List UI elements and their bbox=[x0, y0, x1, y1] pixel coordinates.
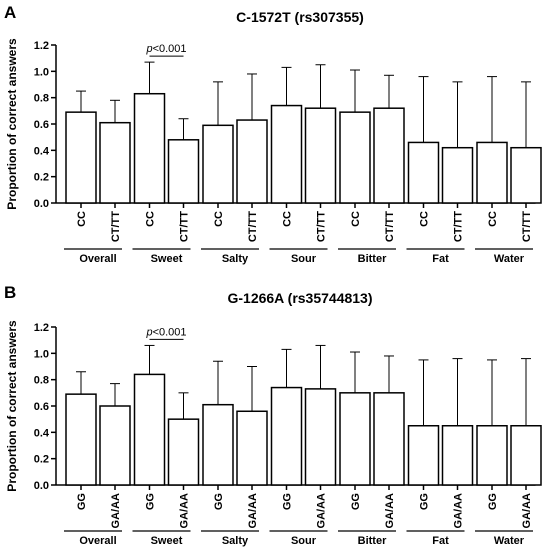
p-symbol: p bbox=[145, 326, 152, 338]
x-category-label: GA/AA bbox=[316, 493, 328, 529]
bar bbox=[99, 121, 131, 204]
y-tick-label: 0.8 bbox=[34, 375, 49, 387]
bar bbox=[167, 139, 200, 204]
bar bbox=[65, 111, 97, 204]
x-category-label: CT/TT bbox=[110, 211, 122, 242]
bar bbox=[373, 392, 405, 486]
bar bbox=[476, 425, 508, 486]
y-tick-label: 1.2 bbox=[34, 322, 49, 334]
group-label: Salty bbox=[222, 253, 249, 265]
bar bbox=[99, 405, 131, 486]
group-label: Overall bbox=[79, 253, 116, 265]
y-tick-label: 0.0 bbox=[34, 480, 49, 492]
x-category-label: CC bbox=[487, 211, 499, 227]
x-category-label: GA/AA bbox=[384, 493, 396, 529]
x-category-label: GG bbox=[487, 493, 499, 510]
x-category-label: CT/TT bbox=[316, 211, 328, 242]
bar bbox=[510, 425, 542, 486]
bar bbox=[441, 425, 474, 486]
group-label: Fat bbox=[432, 535, 449, 547]
y-tick-label: 1.2 bbox=[34, 40, 49, 52]
x-category-label: GG bbox=[213, 493, 225, 510]
x-category-label: GA/AA bbox=[521, 493, 533, 529]
group-label: Fat bbox=[432, 253, 449, 265]
bar bbox=[407, 141, 440, 204]
group-label: Sweet bbox=[151, 253, 183, 265]
bar bbox=[510, 146, 542, 204]
x-category-label: GA/AA bbox=[453, 493, 465, 529]
bar bbox=[373, 107, 405, 204]
y-tick-label: 0.4 bbox=[34, 145, 50, 157]
group-label: Bitter bbox=[358, 535, 387, 547]
bar bbox=[339, 111, 371, 204]
p-value: <0.001 bbox=[153, 326, 187, 338]
group-label: Sour bbox=[291, 253, 317, 265]
chart-panel-a: A C-1572T (rs307355) Proportion of correct… bbox=[4, 3, 542, 265]
y-tick-label: 0.2 bbox=[34, 454, 49, 466]
bar bbox=[441, 146, 474, 204]
bar bbox=[339, 392, 371, 486]
chart-panel-b: B G-1266A (rs35744813) Proportion of corre… bbox=[4, 283, 542, 547]
x-category-label: CT/TT bbox=[521, 211, 533, 242]
x-category-label: GG bbox=[350, 493, 362, 510]
bar bbox=[270, 386, 303, 486]
y-tick-label: 0.4 bbox=[34, 427, 50, 439]
bar bbox=[65, 393, 97, 486]
bar bbox=[236, 119, 268, 204]
x-category-label: CT/TT bbox=[384, 211, 396, 242]
x-category-label: CT/TT bbox=[179, 211, 191, 242]
bar bbox=[476, 141, 508, 204]
chart-title: G-1266A (rs35744813) bbox=[227, 290, 372, 306]
group-label: Overall bbox=[79, 535, 116, 547]
bar bbox=[202, 124, 234, 204]
y-tick-label: 1.0 bbox=[34, 66, 49, 78]
y-tick-label: 0.0 bbox=[34, 198, 49, 210]
bar bbox=[167, 418, 200, 486]
group-label: Salty bbox=[222, 535, 249, 547]
panel-letter: A bbox=[4, 3, 16, 22]
y-tick-label: 1.0 bbox=[34, 348, 49, 360]
significance-label: p<0.001 bbox=[145, 326, 186, 338]
y-tick-label: 0.6 bbox=[34, 401, 49, 413]
x-category-label: GG bbox=[76, 493, 88, 510]
group-label: Water bbox=[494, 535, 525, 547]
significance-label: p<0.001 bbox=[145, 43, 186, 55]
y-tick-label: 0.2 bbox=[34, 172, 49, 184]
y-axis-label: Proportion of correct answers bbox=[5, 320, 19, 492]
group-label: Water bbox=[494, 253, 525, 265]
x-category-label: GG bbox=[145, 493, 157, 510]
bar bbox=[236, 410, 268, 486]
x-category-label: CC bbox=[350, 211, 362, 227]
x-category-label: GA/AA bbox=[179, 493, 191, 529]
x-category-label: GG bbox=[282, 493, 294, 510]
bar bbox=[270, 104, 303, 204]
bar bbox=[304, 388, 337, 486]
bar bbox=[202, 403, 234, 486]
p-symbol: p bbox=[145, 43, 152, 55]
y-tick-label: 0.8 bbox=[34, 93, 49, 105]
panel-letter: B bbox=[4, 283, 16, 302]
x-category-label: GA/AA bbox=[110, 493, 122, 529]
group-label: Bitter bbox=[358, 253, 387, 265]
bar bbox=[133, 373, 166, 486]
x-category-label: CC bbox=[419, 211, 431, 227]
group-label: Sweet bbox=[151, 535, 183, 547]
y-tick-label: 0.6 bbox=[34, 119, 49, 131]
x-category-label: CC bbox=[76, 211, 88, 227]
y-axis-label: Proportion of correct answers bbox=[5, 38, 19, 210]
chart-title: C-1572T (rs307355) bbox=[236, 9, 364, 25]
x-category-label: CT/TT bbox=[453, 211, 465, 242]
bar bbox=[133, 92, 166, 204]
x-category-label: GA/AA bbox=[247, 493, 259, 529]
x-category-label: GG bbox=[419, 493, 431, 510]
bar bbox=[407, 425, 440, 486]
x-category-label: CC bbox=[282, 211, 294, 227]
p-value: <0.001 bbox=[153, 43, 187, 55]
x-category-label: CC bbox=[145, 211, 157, 227]
group-label: Sour bbox=[291, 535, 317, 547]
x-category-label: CT/TT bbox=[247, 211, 259, 242]
x-category-label: CC bbox=[213, 211, 225, 227]
bar bbox=[304, 107, 337, 204]
